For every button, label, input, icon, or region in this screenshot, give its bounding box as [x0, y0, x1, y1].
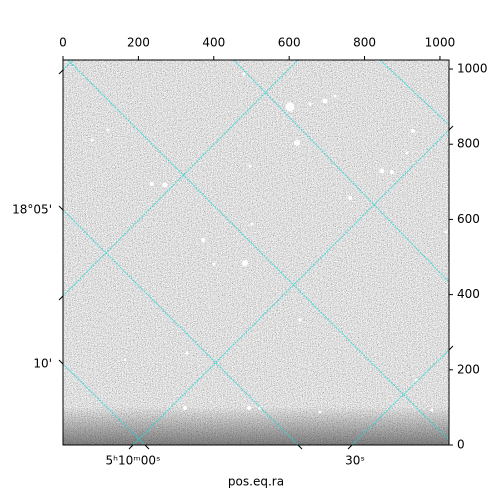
y-tick-label: 1000: [457, 62, 488, 76]
x-tick-label: 1000: [425, 36, 456, 50]
grid-line: [63, 60, 299, 297]
y-tick-label: 800: [457, 137, 480, 151]
grid-line: [351, 349, 449, 445]
coordinate-grid: [63, 60, 449, 445]
grid-line: [67, 60, 449, 441]
ra-tick-label: 5ʰ10ᵐ00ˢ: [106, 454, 161, 468]
wcs-ticks: [58, 69, 454, 450]
x-tick-label: 600: [278, 36, 301, 50]
dec-tick-label: 10': [33, 357, 52, 371]
image: [63, 60, 449, 445]
frame: [62, 59, 450, 446]
ra-tick-label: 30ˢ: [345, 454, 365, 468]
x-tick-label: 200: [127, 36, 150, 50]
x-tick-label: 400: [202, 36, 225, 50]
grid-line: [63, 363, 146, 445]
dec-tick-label: 18°05': [12, 203, 52, 217]
x-tick-label: 800: [353, 36, 376, 50]
y-tick-label: 600: [457, 212, 480, 226]
y-tick-label: 0: [457, 438, 465, 452]
y-tick-label: 200: [457, 362, 480, 376]
grid-line: [132, 129, 449, 445]
stars: [90, 72, 448, 414]
grid-line: [63, 209, 299, 445]
grid-line: [233, 60, 449, 283]
grid-line: [379, 60, 449, 126]
y-tick-label: 400: [457, 287, 480, 301]
x-tick-label: 0: [59, 36, 67, 50]
x-axis-label: pos.eq.ra: [228, 475, 284, 489]
